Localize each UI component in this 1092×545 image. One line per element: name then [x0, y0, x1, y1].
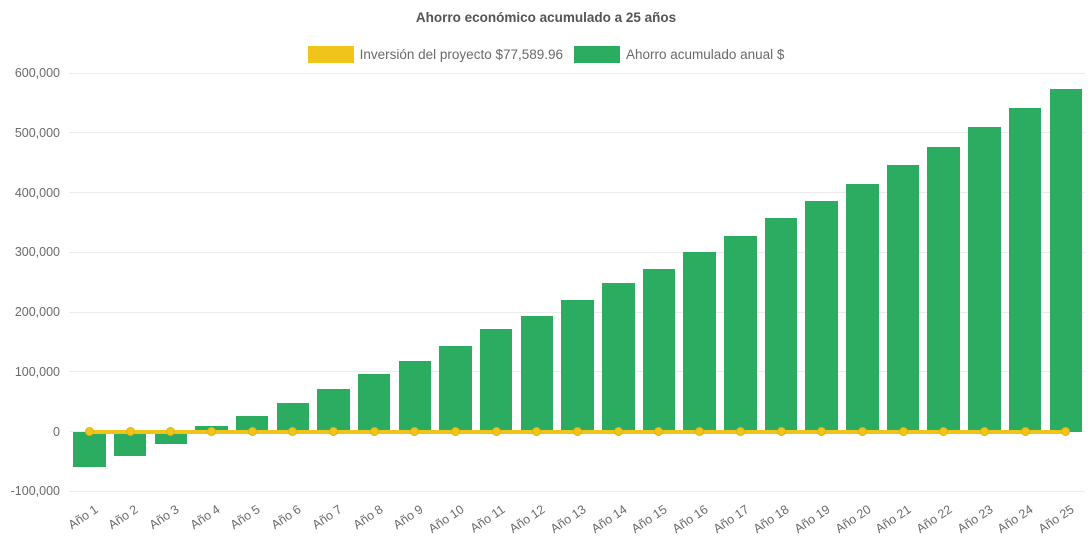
bar-ano-17 [724, 235, 757, 432]
x-axis-label: Año 21 [873, 502, 914, 536]
line-marker [369, 427, 379, 437]
line-marker [979, 427, 989, 437]
x-axis-label: Año 4 [187, 502, 223, 533]
line-marker [939, 427, 949, 437]
bar-ano-16 [683, 251, 716, 432]
x-axis-label: Año 10 [425, 502, 467, 536]
bar-ano-24 [1008, 108, 1042, 432]
x-axis-label: Año 5 [228, 502, 264, 533]
y-axis-tick-label: -100,000 [10, 484, 60, 499]
x-axis-label: Año 15 [629, 502, 670, 536]
legend-item-inversion[interactable]: Inversión del proyecto $77,589.96 [307, 46, 564, 63]
y-axis-tick-label: 600,000 [14, 66, 60, 81]
y-axis-tick-label: 500,000 [14, 125, 60, 140]
line-marker [1061, 427, 1071, 437]
bar-ano-6 [276, 402, 310, 432]
line-marker [735, 427, 745, 437]
x-axis-label: Año 1 [65, 502, 101, 533]
bar-ano-25 [1049, 89, 1083, 432]
line-marker [84, 427, 94, 437]
line-marker [206, 427, 216, 437]
x-axis-label: Año 22 [913, 502, 955, 536]
line-marker [613, 427, 623, 437]
x-axis-label: Año 18 [751, 502, 792, 536]
x-axis-label: Año 8 [350, 502, 386, 533]
y-axis-tick-label: 100,000 [14, 364, 60, 379]
line-marker [654, 427, 664, 437]
x-axis-label: Año 6 [268, 502, 304, 533]
bar-ano-18 [764, 218, 798, 432]
y-axis-tick-label: 300,000 [14, 245, 60, 260]
bar-ano-14 [602, 283, 635, 432]
x-axis-label: Año 25 [1036, 502, 1077, 536]
bar-ano-12 [520, 316, 554, 432]
bar-ano-22 [927, 146, 960, 432]
x-axis-label: Año 19 [791, 502, 833, 536]
x-axis-label: Año 20 [832, 502, 874, 536]
line-marker [247, 427, 257, 437]
bar-ano-3 [154, 431, 188, 444]
line-marker [1020, 427, 1030, 437]
line-marker [695, 427, 705, 437]
line-marker [410, 427, 420, 437]
x-axis-label: Año 14 [588, 502, 630, 536]
bar-ano-5 [235, 415, 269, 432]
x-axis-label: Año 16 [669, 502, 711, 536]
bar-ano-21 [886, 165, 920, 432]
line-marker [573, 427, 583, 437]
line-marker [898, 427, 908, 437]
gridline [69, 72, 1085, 74]
x-axis-label: Año 12 [507, 502, 548, 536]
bar-ano-19 [805, 201, 838, 432]
x-axis-label: Año 23 [954, 502, 996, 536]
legend-label-ahorro: Ahorro acumulado anual $ [626, 47, 785, 62]
line-marker [288, 427, 298, 437]
bar-ano-1 [73, 431, 106, 468]
bar-ano-7 [317, 388, 350, 432]
bar-ano-13 [561, 300, 594, 432]
y-axis-tick-label: 200,000 [14, 305, 60, 320]
line-marker [125, 427, 135, 437]
line-marker [451, 427, 461, 437]
chart-title: Ahorro económico acumulado a 25 años [415, 10, 677, 25]
chart-legend: Inversión del proyecto $77,589.96 Ahorro… [0, 46, 1092, 63]
bar-ano-11 [479, 329, 513, 432]
line-marker [817, 427, 827, 437]
bar-ano-23 [968, 126, 1001, 432]
x-axis-label: Año 11 [467, 502, 508, 536]
x-axis-label: Año 17 [710, 502, 752, 536]
bar-ano-8 [357, 374, 391, 432]
x-axis-label: Año 7 [309, 502, 345, 533]
x-axis-label: Año 3 [146, 502, 182, 533]
x-axis-label: Año 13 [547, 502, 589, 536]
bar-ano-20 [846, 183, 879, 432]
x-axis-label: Año 24 [995, 502, 1037, 536]
line-marker [166, 427, 176, 437]
x-axis-label: Año 2 [106, 502, 142, 533]
line-marker [857, 427, 867, 437]
line-marker [328, 427, 338, 437]
legend-swatch-ahorro-icon [574, 46, 621, 63]
legend-item-ahorro[interactable]: Ahorro acumulado anual $ [574, 46, 784, 63]
bar-ano-10 [439, 346, 472, 432]
legend-swatch-inversion-icon [307, 46, 354, 63]
x-axis-label: Año 9 [390, 502, 426, 533]
gridline [69, 132, 1085, 134]
gridline [69, 490, 1085, 492]
y-axis-tick-label: 0 [53, 424, 60, 439]
legend-label-inversion: Inversión del proyecto $77,589.96 [359, 47, 564, 62]
gridline [69, 192, 1085, 194]
line-marker [532, 427, 542, 437]
line-marker [491, 427, 501, 437]
bar-ano-9 [398, 360, 432, 432]
gridline [69, 251, 1085, 253]
y-axis-tick-label: 400,000 [14, 185, 60, 200]
line-marker [776, 427, 786, 437]
bar-ano-15 [642, 268, 676, 432]
